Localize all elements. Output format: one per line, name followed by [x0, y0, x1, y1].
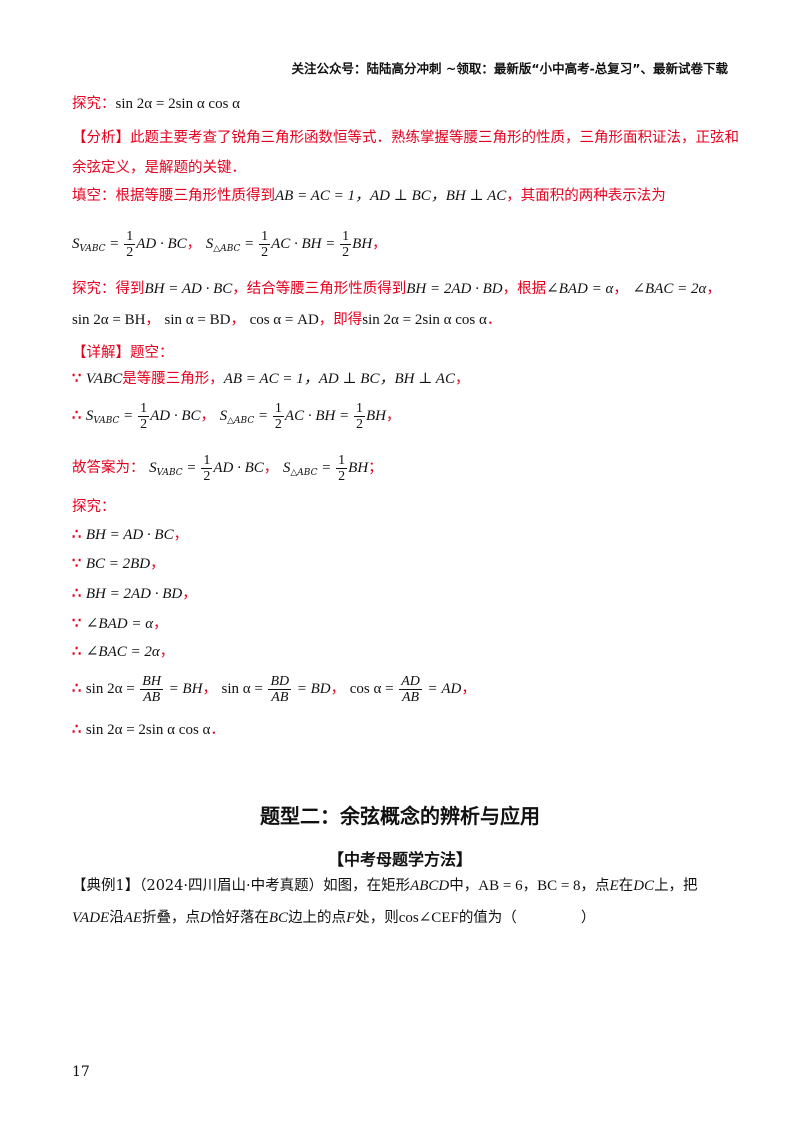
detail-e6: ∴ sin 2α = BH AB = BH， sin α = BD AB = BD，…: [72, 673, 476, 705]
analysis-line-1: 【分析】此题主要考查了锐角三角形函数恒等式．熟练掌握等腰三角形的性质，三角形面积…: [72, 130, 739, 146]
page-header: 关注公众号：陆陆高分冲刺 ~领取：最新版“小中高考-总复习”、最新试卷下载: [291, 61, 728, 76]
area-ac-bh: AC · BH: [271, 236, 322, 252]
section-subtitle: 【中考母题学方法】: [327, 850, 472, 869]
detail-e5: ∴ ∠BAC = 2α，: [72, 643, 175, 660]
analysis-fill-line: 填空：根据等腰三角形性质得到AB = AC = 1，AD ⊥ BC，BH ⊥ A…: [72, 186, 740, 206]
detail-explore-label: 探究：: [72, 499, 116, 515]
explore2-m4: sin 2α = 2sin α cos α: [362, 312, 487, 328]
answer-label: 故答案为：: [72, 460, 145, 476]
analysis-line-2: 余弦定义，是解题的关键．: [72, 160, 246, 176]
detail-conditions: AB = AC = 1，AD ⊥ BC，BH ⊥ AC: [223, 371, 455, 387]
example-line-2: VADE沿AE折叠，点D恰好落在BC边上的点F处，则cos∠CEF的值为（）: [72, 910, 596, 926]
explore2-m1: sin 2α = BH: [72, 312, 146, 328]
explore2-m3: cos α = AD: [249, 312, 319, 328]
area-bh: BH: [352, 236, 373, 252]
detail-line-1: ∵ VABC是等腰三角形，AB = AC = 1，AD ⊥ BC，BH ⊥ AC…: [72, 370, 470, 387]
explore-top-line: 探究：sin 2α = 2sin α cos α: [72, 94, 740, 114]
detail-isosceles-text: 是等腰三角形，: [122, 371, 224, 387]
explore-m4: ∠BAC = 2α: [632, 281, 707, 297]
example-prefix: 【典例1】（2024·四川眉山·中考真题）如图，在矩形: [72, 878, 411, 894]
explore-mid: ，结合等腰三角形性质得到: [232, 281, 407, 297]
explore2-m2: sin α = BD: [164, 312, 231, 328]
section-title: 题型二：余弦概念的辨析与应用: [260, 804, 540, 828]
explore-m1: BH = AD · BC: [144, 281, 233, 297]
answer-line: 故答案为： SVABC = 1 2 AD · BC， S△ABC = 1 2 BH；: [72, 452, 383, 484]
area-sub-tri: △ABC: [213, 244, 241, 254]
detail-e3: ∴ BH = 2AD · BD，: [72, 585, 197, 602]
explore-m3: ∠BAD = α: [546, 281, 614, 297]
area-ad-bc: AD · BC: [136, 236, 187, 252]
detail-e4: ∵ ∠BAD = α，: [72, 615, 168, 632]
detail-title: 【详解】题空：: [72, 345, 174, 361]
fill-math: AB = AC = 1，AD ⊥ BC，BH ⊥ AC: [275, 188, 507, 204]
page-number: 17: [72, 1064, 90, 1080]
example-line-1: 【典例1】（2024·四川眉山·中考真题）如图，在矩形ABCD中，AB = 6，…: [72, 878, 698, 894]
detail-e2: ∵ BC = 2BD，: [72, 555, 165, 572]
explore-m2: BH = 2AD · BD: [406, 281, 503, 297]
fill-suffix: ，其面积的两种表示法为: [506, 188, 666, 204]
detail-e1: ∴ BH = AD · BC，: [72, 526, 189, 543]
analysis-explore-line-2: sin 2α = BH， sin α = BD， cos α = AD，即得si…: [72, 312, 502, 328]
identity-formula: sin 2α = 2sin α cos α: [115, 96, 241, 112]
detail-e7: ∴ sin 2α = 2sin α cos α．: [72, 721, 225, 738]
explore-prefix: 探究：得到: [72, 281, 145, 297]
detail-area-line: ∴ SVABC = 1 2 AD · BC， S△ABC = 1 2 AC · BH =…: [72, 400, 401, 432]
fill-prefix: 填空：根据等腰三角形性质得到: [72, 188, 275, 204]
explore2-mid: ，即得: [318, 312, 363, 328]
explore-label: 探究：: [72, 96, 116, 112]
area-s: S: [72, 236, 80, 252]
area-sub-v: VABC: [79, 244, 106, 254]
analysis-explore-line: 探究：得到BH = AD · BC，结合等腰三角形性质得到BH = 2AD · …: [72, 281, 721, 297]
explore-mid2: ，根据: [502, 281, 547, 297]
area-formula-line: SVABC = 1 2 AD · BC， S△ABC = 1 2 AC · BH = 1…: [72, 228, 387, 260]
detail-vabc: VABC: [85, 371, 123, 387]
